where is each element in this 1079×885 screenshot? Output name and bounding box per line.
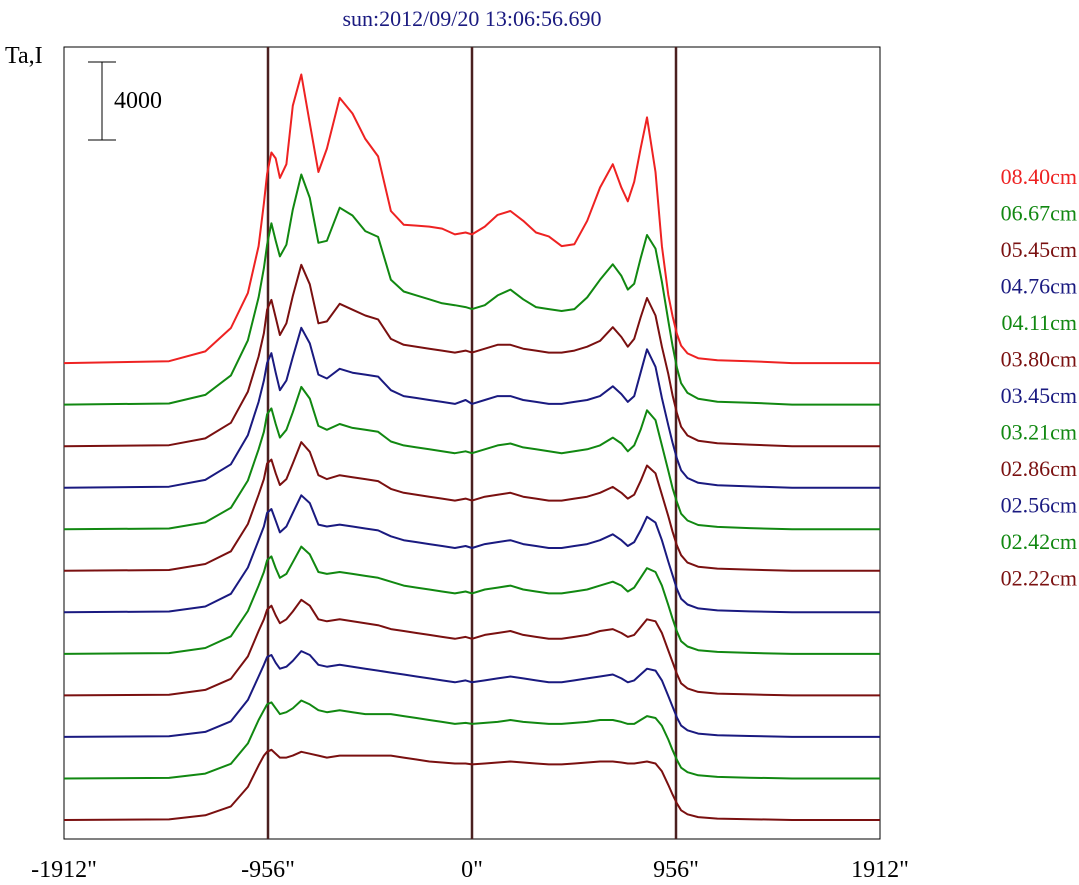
- legend-entry-02.56cm: 02.56cm: [1001, 493, 1077, 518]
- trace-03.21cm: [63, 545, 880, 655]
- trace-08.40cm: [63, 73, 880, 365]
- legend-entry-04.11cm: 04.11cm: [1001, 310, 1077, 335]
- scale-bar: 4000: [88, 61, 162, 141]
- chart-title: sun:2012/09/20 13:06:56.690: [342, 6, 601, 31]
- trace-03.80cm: [63, 441, 880, 572]
- legend-entry-02.22cm: 02.22cm: [1001, 566, 1077, 591]
- legend-entry-02.42cm: 02.42cm: [1001, 529, 1077, 554]
- x-tick-label-4: 1912": [851, 857, 909, 883]
- legend-entry-03.45cm: 03.45cm: [1001, 383, 1077, 408]
- trace-04.76cm: [63, 326, 880, 489]
- x-tick-label-1: -956": [241, 857, 295, 883]
- legend-entry-03.21cm: 03.21cm: [1001, 420, 1077, 445]
- trace-06.67cm: [63, 173, 880, 406]
- legend-entry-05.45cm: 05.45cm: [1001, 237, 1077, 262]
- legend-entry-08.40cm: 08.40cm: [1001, 164, 1077, 189]
- trace-02.86cm: [63, 598, 880, 697]
- x-tick-label-0: -1912": [31, 857, 97, 883]
- trace-05.45cm: [63, 263, 880, 448]
- trace-04.11cm: [63, 385, 880, 531]
- x-tick-labels: -1912" -956" 0" 956" 1912": [31, 857, 909, 883]
- scale-bar-label: 4000: [114, 88, 162, 114]
- y-axis-label: Ta,I: [5, 43, 43, 69]
- trace-02.56cm: [63, 650, 880, 738]
- legend: 08.40cm 06.67cm 05.45cm 04.76cm 04.11cm 03.80…: [1001, 164, 1077, 591]
- vertical-markers: [266, 47, 678, 839]
- trace-02.22cm: [63, 748, 880, 821]
- legend-entry-02.86cm: 02.86cm: [1001, 456, 1077, 481]
- legend-entry-04.76cm: 04.76cm: [1001, 274, 1077, 299]
- x-tick-label-2: 0": [461, 857, 483, 883]
- traces: [63, 73, 880, 821]
- x-tick-label-3: 956": [653, 857, 699, 883]
- trace-02.42cm: [63, 699, 880, 780]
- legend-entry-03.80cm: 03.80cm: [1001, 347, 1077, 372]
- legend-entry-06.67cm: 06.67cm: [1001, 201, 1077, 226]
- trace-03.45cm: [63, 494, 880, 614]
